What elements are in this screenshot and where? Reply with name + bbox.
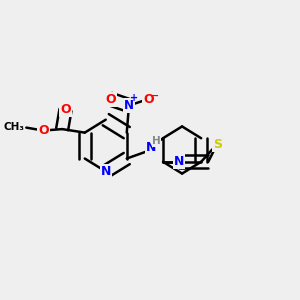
- Text: N: N: [146, 141, 156, 154]
- Text: N: N: [124, 99, 134, 112]
- Text: O: O: [38, 124, 49, 137]
- Text: S: S: [213, 138, 222, 151]
- Text: O: O: [143, 93, 154, 106]
- Text: H: H: [152, 136, 161, 146]
- Text: −: −: [150, 91, 160, 100]
- Text: O: O: [105, 93, 116, 106]
- Text: O: O: [60, 103, 71, 116]
- Text: CH₃: CH₃: [3, 122, 24, 132]
- Text: N: N: [174, 155, 184, 168]
- Text: methyl: methyl: [22, 127, 27, 128]
- Text: +: +: [130, 94, 139, 103]
- Text: N: N: [100, 165, 111, 178]
